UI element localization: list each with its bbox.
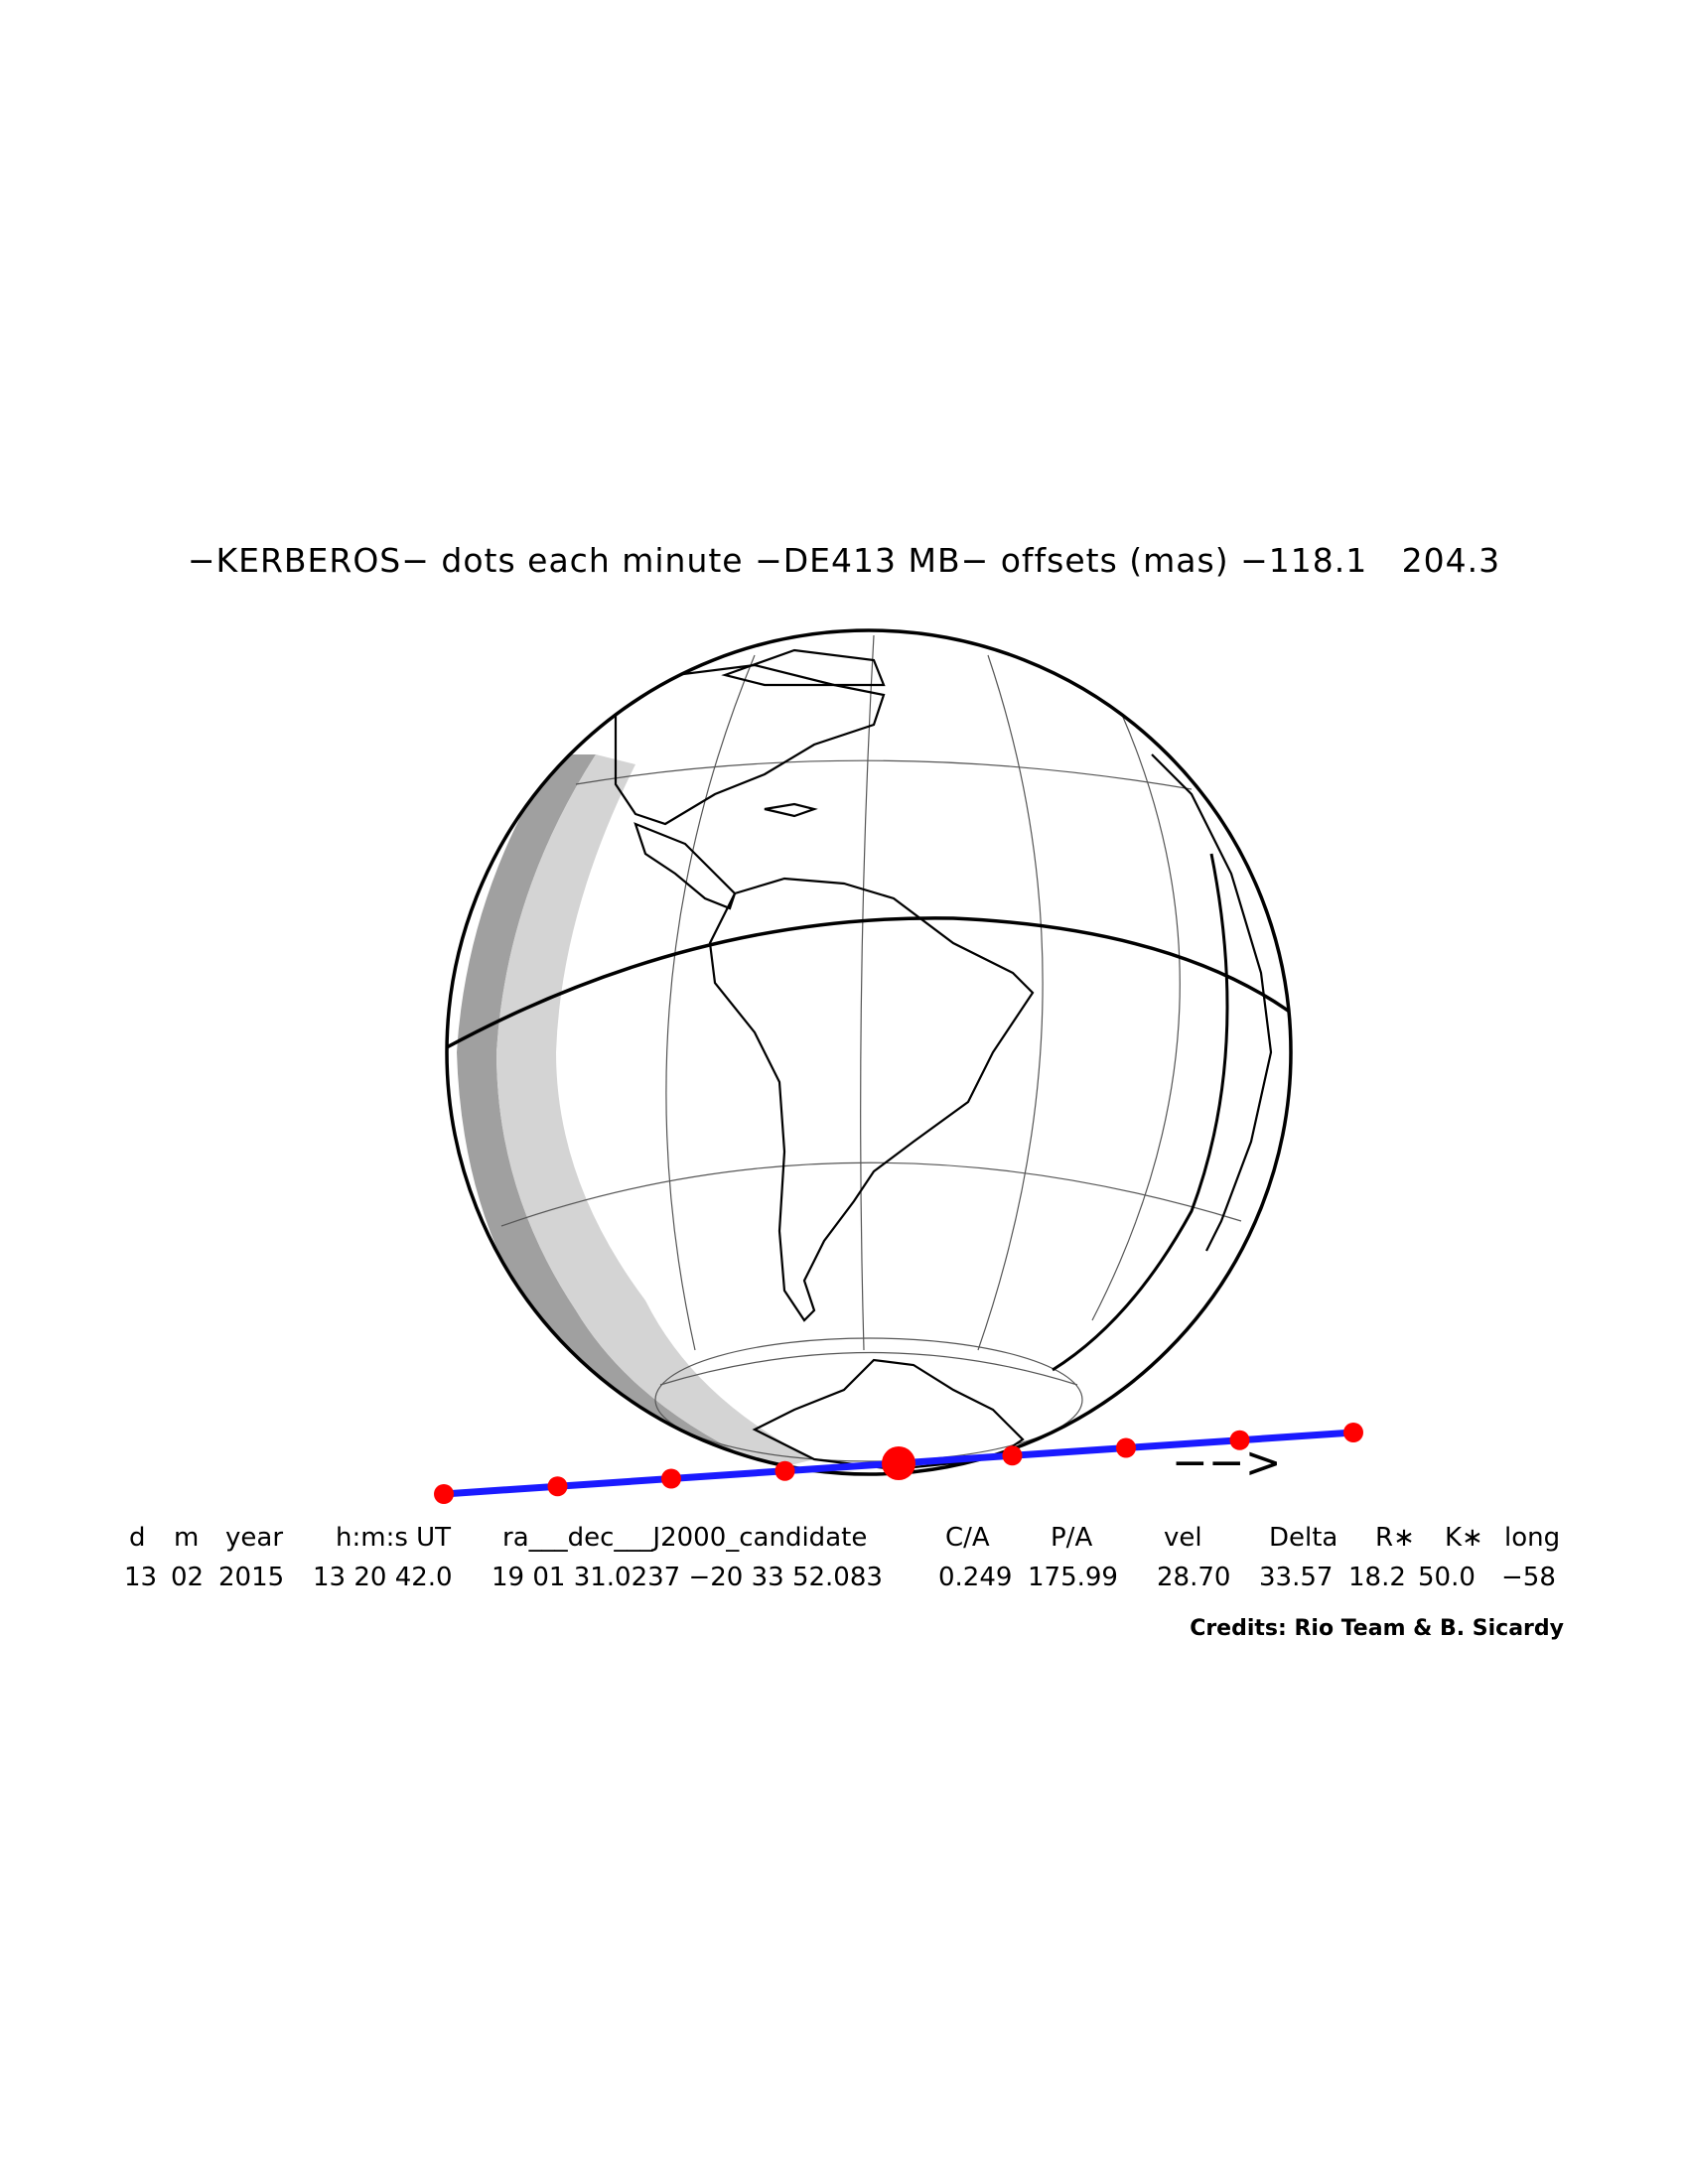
col-pa: P/A (1051, 1523, 1093, 1553)
table-header: d m year h:m:s UT ra___dec___J2000_candi… (0, 0, 1560, 1553)
track-dot (1343, 1423, 1363, 1442)
graticule-meridians (665, 634, 1181, 1351)
col-m: m (174, 1523, 200, 1553)
val-vel: 28.70 (1157, 1563, 1231, 1592)
map-title: −KERBEROS− dots each minute −DE413 MB− o… (187, 541, 1501, 580)
graticule-parallels (500, 759, 1242, 1462)
val-rstar: 18.2 (1348, 1563, 1406, 1592)
val-m: 02 (171, 1563, 205, 1592)
night-shadow-light (496, 754, 814, 1469)
col-delta: Delta (1269, 1523, 1338, 1553)
col-year: year (225, 1523, 284, 1553)
col-long: long (1504, 1523, 1561, 1553)
closest-approach-dot (882, 1446, 915, 1480)
val-long: −58 (1501, 1563, 1556, 1592)
col-d: d (129, 1523, 146, 1553)
track-dot (1229, 1430, 1250, 1450)
col-rstar: R∗ (1375, 1523, 1415, 1553)
val-kstar: 50.0 (1418, 1563, 1476, 1592)
col-ca: C/A (945, 1523, 990, 1553)
track-dot (661, 1468, 681, 1489)
track-dot (1002, 1445, 1023, 1466)
val-d: 13 (124, 1563, 158, 1592)
equator (447, 916, 1291, 1049)
track-dot (1116, 1437, 1136, 1458)
night-shadow-dark (457, 754, 774, 1469)
col-kstar: K∗ (1445, 1523, 1483, 1553)
bold-meridian (1052, 853, 1229, 1372)
track-dot (547, 1476, 568, 1497)
track-dot (774, 1460, 795, 1481)
val-time: 13 20 42.0 (313, 1563, 453, 1592)
val-ca: 0.249 (938, 1563, 1013, 1592)
col-vel: vel (1164, 1523, 1202, 1553)
val-delta: 33.57 (1259, 1563, 1334, 1592)
val-pa: 175.99 (1028, 1563, 1118, 1592)
val-year: 2015 (218, 1563, 285, 1592)
col-radec: ra___dec___J2000_candidate (502, 1523, 868, 1553)
table-values: 13 02 2015 13 20 42.0 19 01 31.0237 −20 … (0, 0, 1556, 1592)
shadow-track-dots (434, 1423, 1363, 1504)
val-radec: 19 01 31.0237 −20 33 52.083 (492, 1563, 883, 1592)
track-dot (434, 1484, 454, 1504)
globe (447, 630, 1291, 1474)
credits: Credits: Rio Team & B. Sicardy (1190, 1616, 1564, 1641)
direction-arrow: −−> (1172, 1437, 1282, 1488)
col-time: h:m:s UT (336, 1523, 452, 1553)
